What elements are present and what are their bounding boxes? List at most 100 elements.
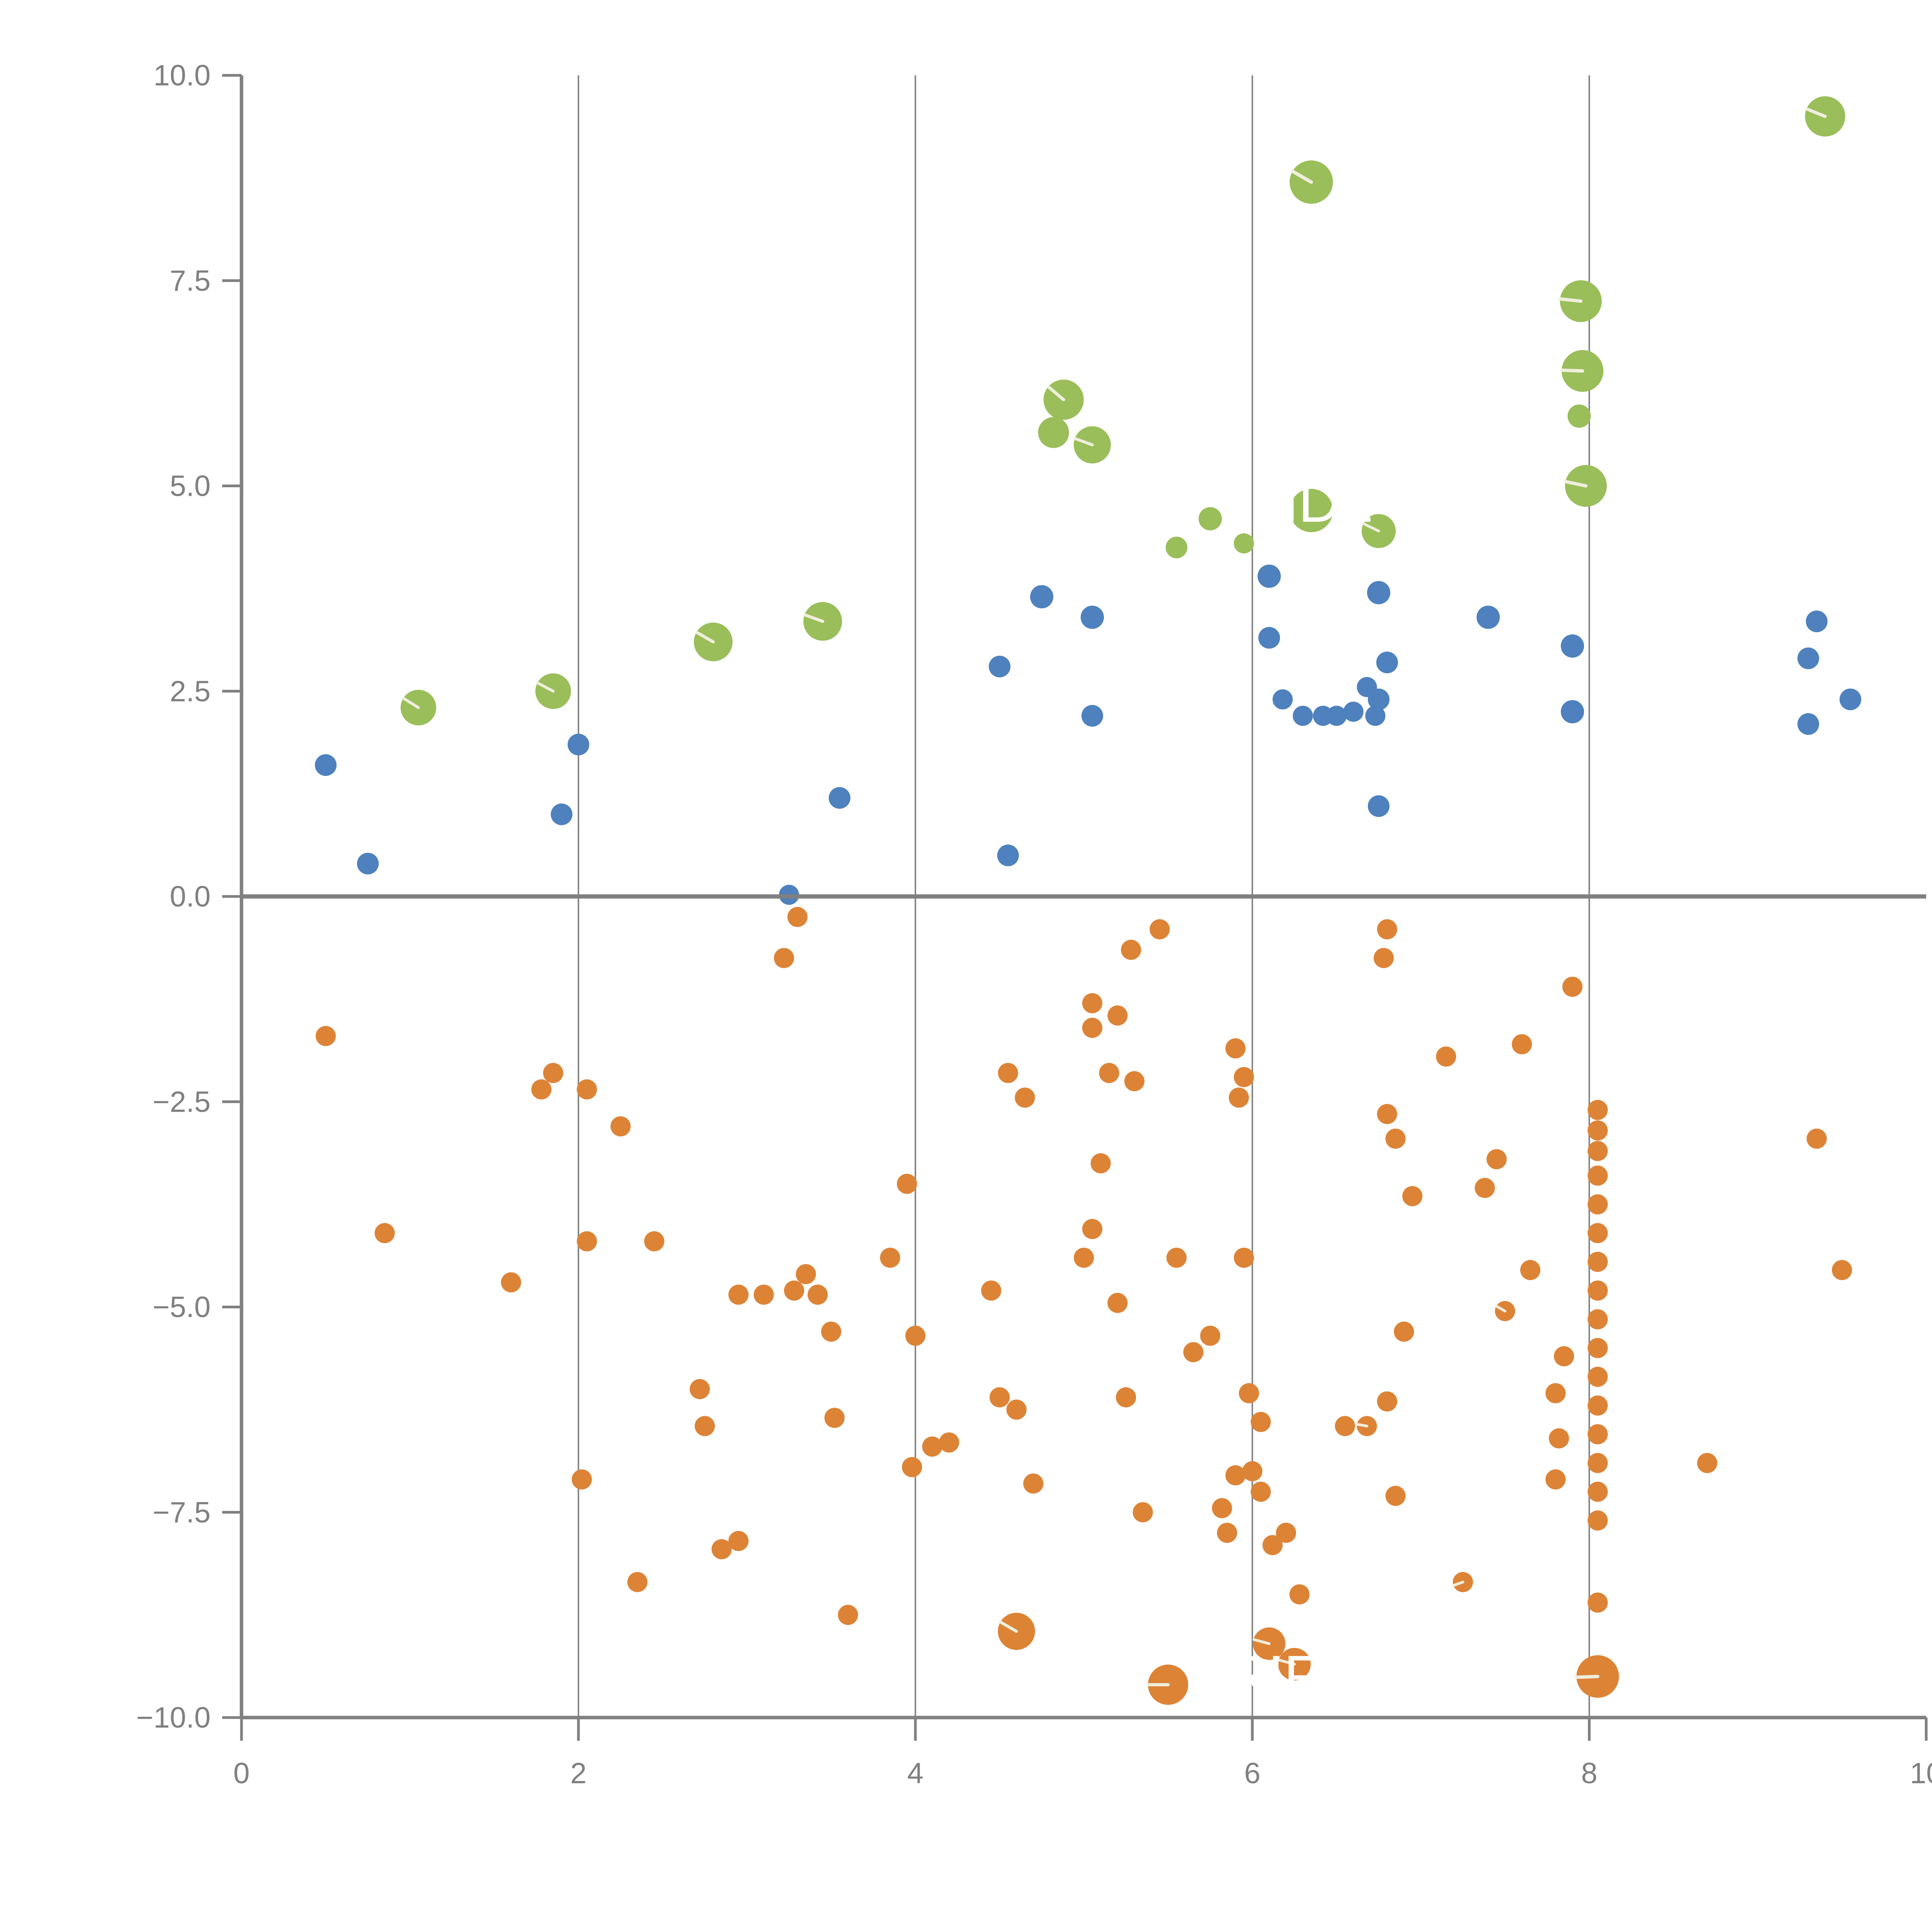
bubble-marker — [1082, 1219, 1102, 1239]
bubble-marker — [1080, 605, 1104, 629]
data-point-orange — [1250, 1412, 1271, 1432]
bubble-marker — [1697, 1453, 1718, 1473]
bubble-marker — [1262, 1535, 1283, 1555]
bubble-marker — [1217, 1522, 1237, 1543]
bubble-marker — [1289, 1584, 1310, 1605]
data-point-orange — [1562, 976, 1583, 997]
data-point-blue — [1313, 706, 1333, 726]
bubble-marker — [1124, 1071, 1145, 1092]
bubble-marker — [1512, 1034, 1532, 1054]
bubble-marker — [543, 1063, 563, 1083]
data-point-orange — [784, 1281, 804, 1301]
x-tick-label: 10 — [1910, 1757, 1932, 1790]
data-point-blue — [1797, 647, 1819, 669]
data-point-orange — [1074, 1248, 1094, 1268]
bubble-marker — [1377, 919, 1397, 939]
bubble-marker — [1587, 1481, 1608, 1502]
wedge-radius-line — [1047, 385, 1065, 401]
marker-text-label: MDL — [1250, 469, 1372, 534]
bubble-marker — [787, 907, 808, 927]
data-point-orange — [1006, 1400, 1027, 1420]
wedge-radius-line — [695, 631, 715, 644]
bubble-marker — [1257, 565, 1281, 588]
bubble-marker — [1335, 1416, 1355, 1436]
data-point-orange — [880, 1248, 900, 1268]
y-tick-label: −2.5 — [153, 1085, 211, 1118]
bubble-marker — [644, 1231, 665, 1252]
data-point-orange — [1806, 1128, 1827, 1149]
wedge-radius-line — [1355, 1423, 1368, 1428]
data-point-blue — [1080, 605, 1104, 629]
bubble-marker — [1562, 976, 1583, 997]
data-point-orange — [1587, 1424, 1608, 1444]
bubble-marker — [821, 1321, 841, 1342]
data-point-orange — [1234, 1248, 1254, 1268]
bubble-marker — [1561, 700, 1584, 723]
data-point-orange — [1475, 1178, 1495, 1198]
data-point-orange — [531, 1079, 552, 1100]
data-point-orange — [838, 1605, 858, 1625]
data-point-orange — [1082, 993, 1102, 1014]
bubble-marker — [1234, 533, 1254, 554]
bubble-marker — [1587, 1120, 1608, 1141]
bubble-marker — [1806, 611, 1828, 633]
bubble-marker — [1229, 1087, 1249, 1108]
data-point-orange — [1587, 1481, 1608, 1502]
bubble-marker — [1242, 1461, 1262, 1481]
data-point-blue — [568, 733, 589, 755]
bubble-marker — [316, 1026, 336, 1046]
bubble-marker — [1200, 1325, 1220, 1346]
data-point-blue — [1797, 713, 1819, 735]
wedge-radius-line — [1277, 1658, 1296, 1666]
x-axis-ticks: 0 2 4 6 8 10 — [233, 1718, 1932, 1790]
data-point-orange — [1549, 1428, 1569, 1449]
data-point-blue — [1258, 627, 1280, 649]
bubble-marker — [1376, 651, 1398, 673]
data-point-orange — [1107, 1005, 1128, 1026]
data-markers-overlay — [315, 96, 1861, 1705]
data-point-blue — [1476, 605, 1500, 629]
data-point-green — [1043, 379, 1084, 420]
data-point-green — [1559, 280, 1602, 322]
data-point-orange — [1015, 1087, 1035, 1108]
bubble-marker — [989, 656, 1010, 677]
bubble-marker — [998, 1063, 1018, 1083]
data-point-orange — [1587, 1453, 1608, 1473]
data-point-orange — [728, 1284, 749, 1305]
bubble-marker — [1107, 1005, 1128, 1026]
bubble-marker — [1806, 1128, 1827, 1149]
data-point-orange — [981, 1281, 1002, 1301]
data-point-blue — [1272, 689, 1293, 709]
data-point-orange — [1385, 1128, 1406, 1149]
data-point-orange — [1587, 1194, 1608, 1214]
data-point-orange — [1545, 1383, 1566, 1403]
bubble-marker — [1587, 1309, 1608, 1330]
bubble-marker — [1289, 489, 1333, 532]
bubble-marker — [728, 1531, 749, 1551]
data-point-orange — [627, 1572, 648, 1592]
data-point-orange — [808, 1284, 828, 1305]
data-point-orange — [1234, 1067, 1254, 1087]
data-point-orange — [695, 1416, 715, 1436]
data-point-orange — [1832, 1260, 1852, 1280]
data-point-orange — [1554, 1346, 1574, 1366]
data-point-orange — [1520, 1260, 1541, 1280]
data-point-orange — [1587, 1120, 1608, 1141]
data-point-green — [1362, 514, 1396, 548]
x-tick-label: 6 — [1244, 1757, 1260, 1790]
wedge-radius-line — [1452, 1580, 1464, 1587]
bubble-marker — [627, 1572, 648, 1592]
data-point-orange — [1587, 1592, 1608, 1613]
bubble-marker — [838, 1605, 858, 1625]
bubble-marker — [1099, 1063, 1119, 1083]
data-point-orange — [728, 1531, 749, 1551]
data-point-orange — [577, 1231, 597, 1252]
bubble-marker — [1038, 417, 1069, 448]
data-point-orange — [821, 1321, 841, 1342]
bubble-marker — [1365, 706, 1386, 726]
data-point-orange — [905, 1325, 925, 1346]
bubble-marker — [1545, 1383, 1566, 1403]
bubble-marker — [1343, 701, 1364, 722]
